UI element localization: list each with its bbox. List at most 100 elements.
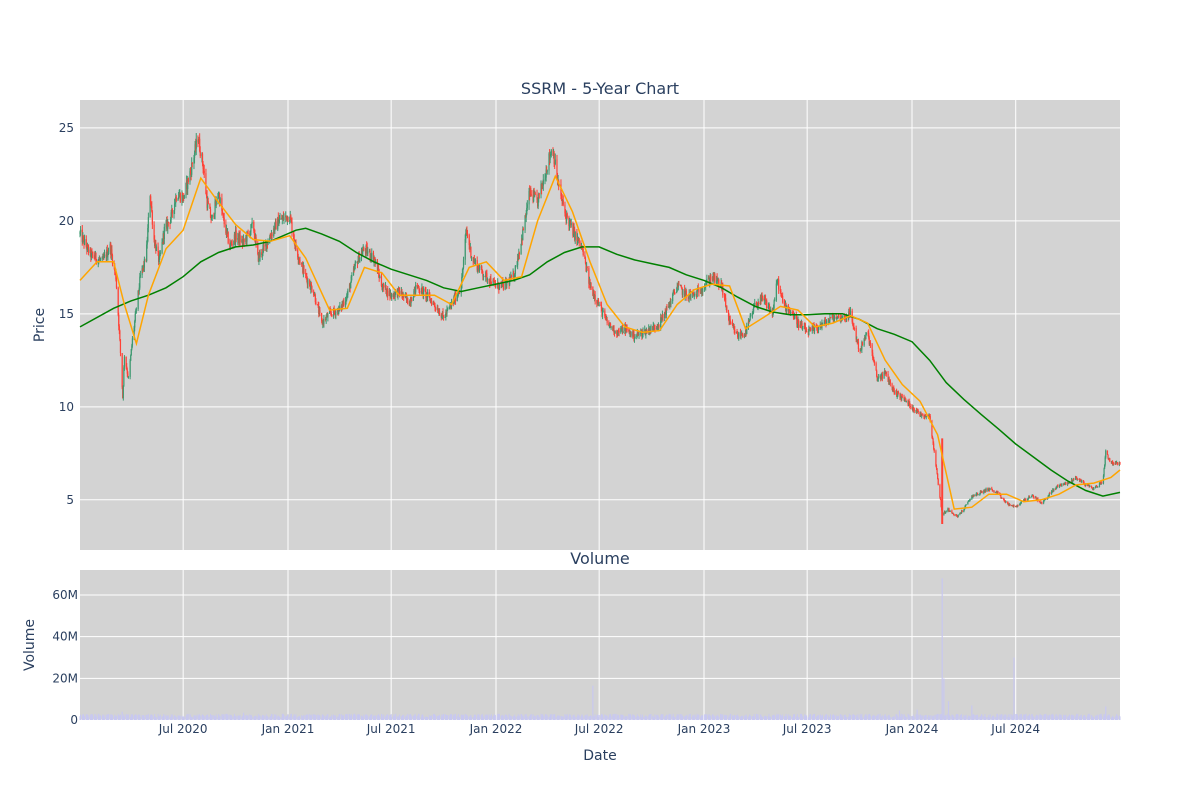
- candle-body: [513, 278, 515, 281]
- candle-body: [929, 415, 931, 417]
- volume-bar: [1099, 714, 1101, 720]
- candle-body: [371, 252, 373, 260]
- volume-bar: [797, 717, 799, 720]
- volume-bar: [656, 714, 658, 720]
- candle-body: [590, 286, 592, 288]
- candle-body: [497, 282, 499, 289]
- volume-bar: [247, 715, 249, 720]
- volume-bar: [449, 717, 451, 720]
- candle-body: [928, 415, 930, 418]
- volume-bar: [872, 715, 874, 720]
- volume-bar: [133, 715, 135, 720]
- volume-bar: [502, 714, 504, 720]
- volume-bar: [399, 714, 401, 720]
- candle-body: [967, 501, 969, 505]
- volume-bar: [353, 713, 355, 720]
- volume-bar: [868, 713, 870, 720]
- volume-bar: [472, 717, 474, 720]
- volume-bar: [286, 715, 288, 720]
- candle-body: [1098, 483, 1101, 487]
- candle-body: [344, 301, 347, 306]
- candle-body: [517, 258, 519, 266]
- volume-bar: [650, 714, 652, 720]
- candle-body: [462, 267, 464, 274]
- candle-body: [90, 251, 92, 258]
- volume-bar: [673, 716, 675, 720]
- candle-body: [127, 376, 130, 378]
- volume-bar: [975, 715, 977, 720]
- volume-bar: [804, 715, 806, 720]
- candle-body: [617, 330, 619, 336]
- candle-body: [955, 514, 958, 516]
- volume-bar: [219, 717, 221, 720]
- volume-bar: [474, 715, 476, 720]
- volume-bar: [553, 714, 555, 720]
- candle-body: [544, 177, 547, 180]
- volume-bar: [664, 715, 666, 720]
- volume-bar: [467, 716, 469, 720]
- volume-bar: [419, 717, 421, 720]
- volume-bar: [751, 716, 753, 720]
- volume-bar: [837, 716, 839, 720]
- candle-body: [897, 391, 899, 397]
- volume-bar: [1065, 714, 1067, 720]
- volume-bar: [820, 716, 822, 720]
- volume-bar: [241, 716, 243, 720]
- volume-bar: [573, 715, 575, 720]
- volume-bar: [849, 716, 851, 720]
- volume-bar: [225, 714, 227, 720]
- volume-bar: [301, 715, 303, 720]
- volume-bar: [925, 715, 927, 720]
- volume-bar: [863, 717, 865, 720]
- volume-bar: [578, 715, 580, 720]
- volume-bar: [291, 716, 293, 720]
- candle-body: [876, 376, 878, 381]
- volume-bar: [90, 714, 92, 720]
- volume-bar: [981, 714, 983, 720]
- volume-bar: [262, 715, 264, 720]
- candle-body: [201, 153, 204, 164]
- volume-bar: [274, 715, 276, 720]
- candle-body: [118, 314, 120, 327]
- volume-bar: [337, 717, 339, 720]
- volume-bar: [632, 714, 634, 720]
- volume-bar: [961, 717, 963, 720]
- candle-body: [257, 242, 259, 255]
- candle-body: [545, 169, 547, 178]
- candle-body: [690, 293, 692, 297]
- candle-body: [729, 319, 731, 323]
- volume-bar: [684, 716, 686, 720]
- volume-bar: [90, 714, 92, 720]
- volume-bar: [269, 717, 271, 720]
- candle-body: [760, 295, 763, 302]
- volume-bar: [365, 714, 367, 720]
- candle-body: [1101, 482, 1103, 484]
- volume-bar: [606, 715, 608, 720]
- candle-body: [889, 380, 891, 384]
- candle-body: [293, 231, 295, 240]
- volume-bar: [741, 716, 743, 720]
- volume-bar: [729, 717, 731, 720]
- volume-bar: [697, 715, 699, 720]
- volume-bar: [405, 715, 407, 720]
- volume-bar: [742, 715, 744, 720]
- volume-bar: [674, 717, 676, 720]
- volume-bar: [1080, 714, 1082, 720]
- candle-body: [813, 325, 816, 332]
- volume-bar: [179, 716, 181, 720]
- volume-bar: [396, 716, 398, 720]
- volume-bar: [309, 713, 311, 720]
- volume-bar: [702, 715, 704, 720]
- volume-bar: [145, 714, 147, 720]
- candle-body: [756, 304, 758, 307]
- candle-body: [876, 370, 878, 377]
- volume-bar: [266, 716, 268, 720]
- candle-body: [325, 316, 327, 320]
- candle-body: [945, 511, 947, 514]
- candle-body: [893, 391, 895, 395]
- candle-body: [110, 243, 112, 255]
- volume-bar: [932, 717, 934, 720]
- candle-body: [223, 214, 225, 218]
- candle-body: [1053, 488, 1055, 491]
- volume-bar: [155, 717, 157, 720]
